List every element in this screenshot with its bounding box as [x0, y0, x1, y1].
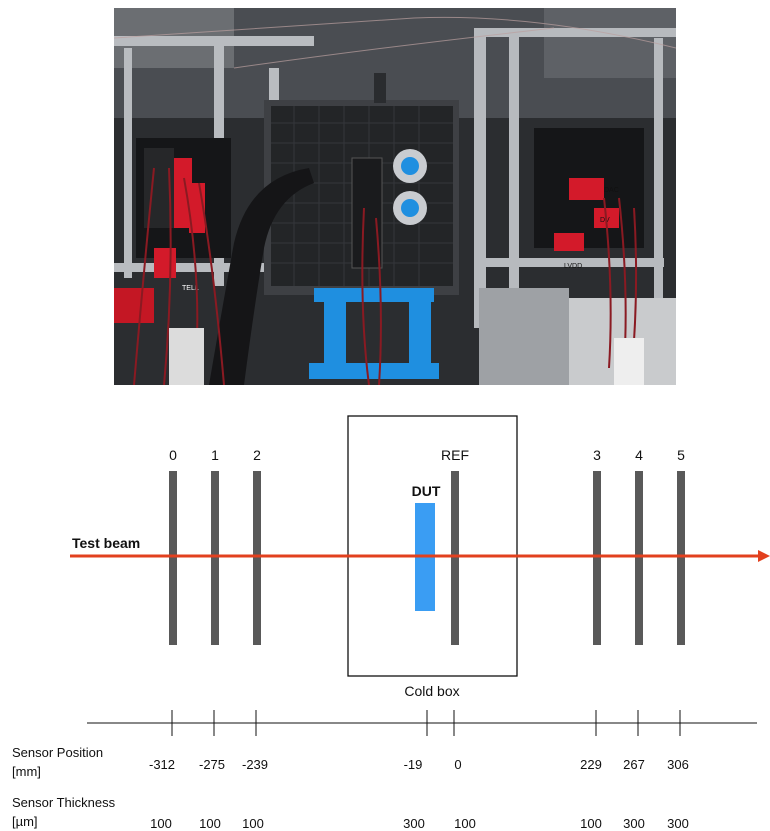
thickness-value: 300: [623, 816, 645, 831]
plane-label-4: 4: [635, 447, 643, 463]
sensor-plane-0: [169, 471, 177, 645]
cable-tag-left: TELL: [182, 285, 199, 292]
cable-tag-right-1: DAC: [604, 187, 619, 194]
position-value: -312: [149, 757, 175, 772]
sensor-plane-3: [593, 471, 601, 645]
position-row-label: Sensor Position: [12, 745, 103, 760]
thickness-value: 100: [242, 816, 264, 831]
plane-label-2: 2: [253, 447, 261, 463]
position-value: 0: [454, 757, 461, 772]
plane-label-5: 5: [677, 447, 685, 463]
sensor-plane-1: [211, 471, 219, 645]
sensor-plane-ref: [451, 471, 459, 645]
thickness-value: 100: [150, 816, 172, 831]
thickness-value: 100: [580, 816, 602, 831]
sensor-plane-2: [253, 471, 261, 645]
position-value: -275: [199, 757, 225, 772]
telescope-schematic: Cold box DUT 0 1 2 REF 3 4 5 Test beam: [0, 390, 770, 831]
plane-label-ref: REF: [441, 447, 469, 463]
test-beam-label: Test beam: [72, 535, 140, 551]
setup-photo: TELL: [114, 8, 676, 385]
axis-ticks: [171, 710, 681, 736]
thickness-value: 300: [667, 816, 689, 831]
right-frame: [474, 28, 676, 385]
plane-label-1: 1: [211, 447, 219, 463]
thickness-row-unit: [µm]: [12, 814, 38, 829]
cable-tag-right-2: DV: [600, 217, 610, 224]
right-telescope: DAC DV LVDD: [534, 128, 644, 270]
black-hose: [209, 168, 314, 385]
thickness-value: 100: [454, 816, 476, 831]
thickness-value: 100: [199, 816, 221, 831]
position-row-unit: [mm]: [12, 764, 41, 779]
plane-label-3: 3: [593, 447, 601, 463]
plane-label-0: 0: [169, 447, 177, 463]
dut-label: DUT: [412, 483, 441, 499]
thickness-value: 300: [403, 816, 425, 831]
position-value: 267: [623, 757, 645, 772]
sensor-plane-4: [635, 471, 643, 645]
cable-tag-right-3: LVDD: [564, 263, 582, 270]
position-value: 229: [580, 757, 602, 772]
position-value: -19: [404, 757, 423, 772]
cold-box-photo: [264, 73, 459, 295]
cold-box-outline: [347, 415, 518, 677]
thickness-row-label: Sensor Thickness: [12, 795, 116, 810]
beam-arrow-head: [758, 550, 770, 562]
position-value: 306: [667, 757, 689, 772]
position-value: -239: [242, 757, 268, 772]
sensor-plane-5: [677, 471, 685, 645]
blue-stand: [309, 288, 439, 379]
cold-box-label: Cold box: [404, 683, 459, 699]
